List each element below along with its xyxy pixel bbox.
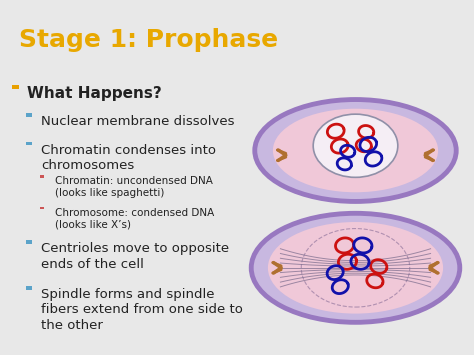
Text: Stage 1: Prophase: Stage 1: Prophase xyxy=(19,28,278,52)
Ellipse shape xyxy=(313,114,398,178)
FancyBboxPatch shape xyxy=(26,286,32,290)
Text: Centrioles move to opposite
ends of the cell: Centrioles move to opposite ends of the … xyxy=(41,242,229,271)
FancyBboxPatch shape xyxy=(26,240,32,244)
Text: Chromatin: uncondensed DNA
(looks like spaghetti): Chromatin: uncondensed DNA (looks like s… xyxy=(55,176,213,198)
Text: Chromosome: condensed DNA
(looks like X’s): Chromosome: condensed DNA (looks like X’… xyxy=(55,208,215,230)
FancyBboxPatch shape xyxy=(12,84,19,89)
Ellipse shape xyxy=(251,213,460,322)
FancyBboxPatch shape xyxy=(40,207,44,209)
Ellipse shape xyxy=(268,222,443,313)
Ellipse shape xyxy=(273,109,438,192)
Text: Nuclear membrane dissolves: Nuclear membrane dissolves xyxy=(41,115,235,128)
FancyBboxPatch shape xyxy=(40,175,44,178)
Text: Spindle forms and spindle
fibers extend from one side to
the other: Spindle forms and spindle fibers extend … xyxy=(41,288,243,332)
FancyBboxPatch shape xyxy=(26,113,32,117)
Text: Chromatin condenses into
chromosomes: Chromatin condenses into chromosomes xyxy=(41,143,216,172)
FancyBboxPatch shape xyxy=(26,142,32,145)
Text: What Happens?: What Happens? xyxy=(27,86,162,102)
Ellipse shape xyxy=(255,99,456,201)
